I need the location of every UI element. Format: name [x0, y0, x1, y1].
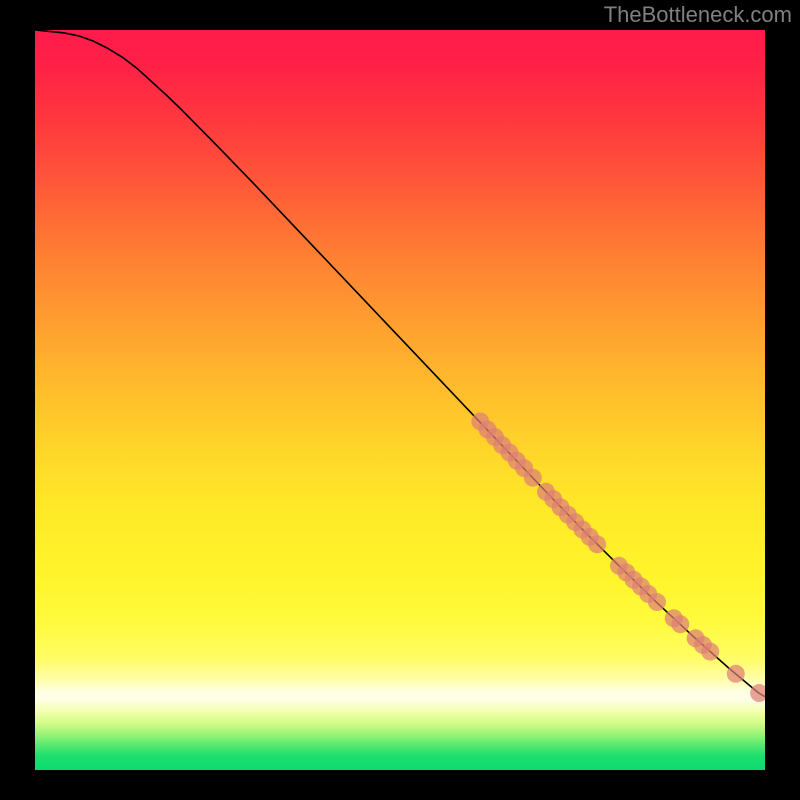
gradient-background — [35, 30, 765, 770]
plot-area — [35, 30, 765, 770]
watermark-text: TheBottleneck.com — [604, 2, 792, 28]
chart-root: TheBottleneck.com — [0, 0, 800, 800]
